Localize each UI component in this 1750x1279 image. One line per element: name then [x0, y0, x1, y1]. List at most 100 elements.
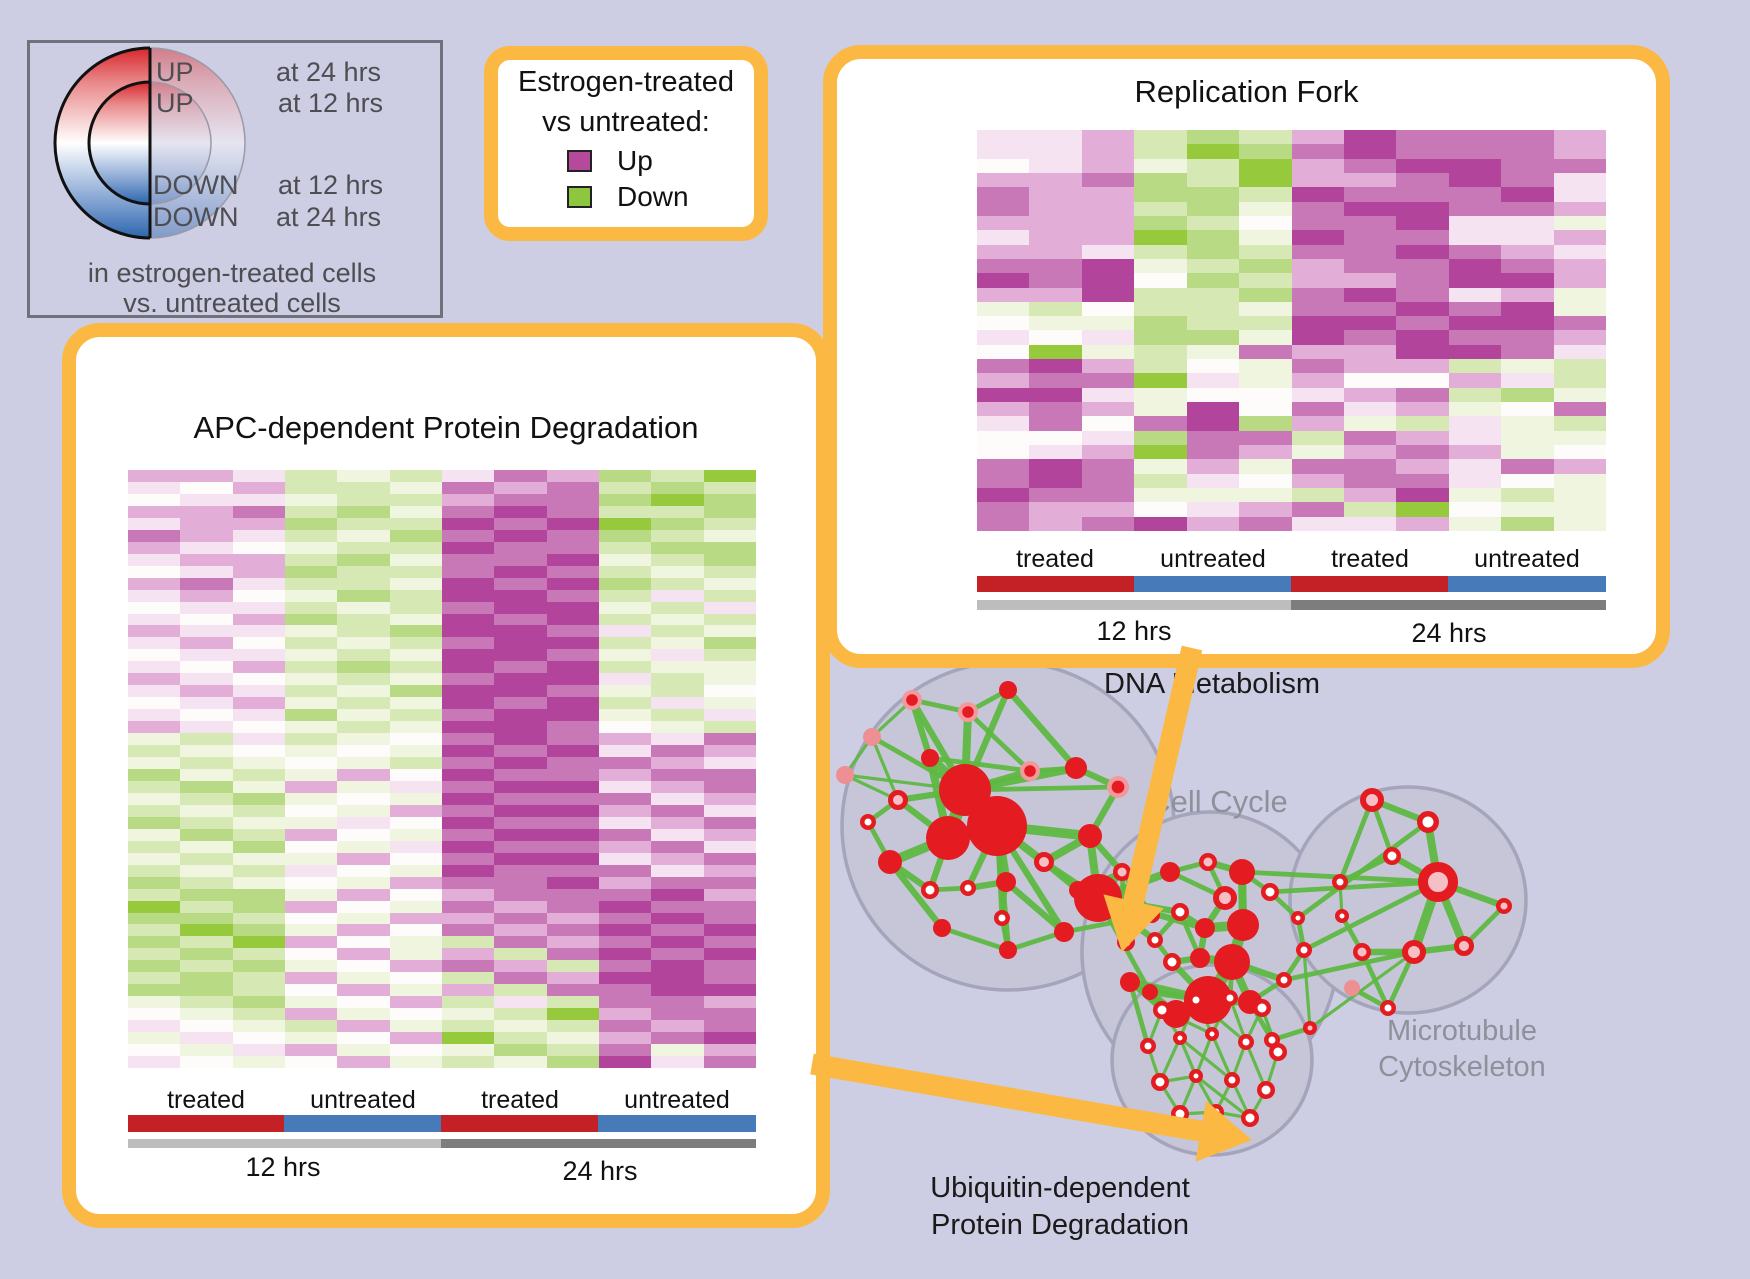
- heatmap-cell: [1029, 287, 1082, 302]
- heatmap-cell: [598, 912, 652, 925]
- heatmap-cell: [1186, 502, 1240, 517]
- heatmap-cell: [128, 804, 181, 817]
- network-node: [836, 766, 854, 784]
- heatmap-cell: [232, 828, 285, 841]
- heatmap-cell: [703, 1008, 756, 1021]
- heatmap-cell: [284, 900, 338, 913]
- heatmap-cell: [180, 828, 233, 841]
- heatmap-cell: [389, 1056, 442, 1068]
- heatmap-cell: [703, 876, 756, 889]
- heatmap-cell: [651, 876, 704, 889]
- heatmap-cell: [598, 852, 652, 865]
- heatmap-cell: [441, 864, 495, 877]
- heatmap-cell: [232, 613, 285, 626]
- network-node: [1227, 909, 1259, 941]
- network-node: [1214, 944, 1250, 980]
- heatmap-cell: [598, 697, 652, 710]
- heatmap-cell: [1553, 316, 1606, 331]
- heatmap-cell: [1239, 445, 1292, 460]
- legend-up-24-time: at 24 hrs: [276, 57, 382, 87]
- heatmap-cell: [337, 601, 390, 614]
- legend-down-24-dir: DOWN: [153, 202, 239, 232]
- heatmap-cell: [389, 876, 442, 889]
- heatmap-cell: [598, 769, 652, 781]
- heatmap-cell: [1186, 359, 1240, 374]
- heatmap-cell: [651, 996, 704, 1009]
- heatmap-cell: [546, 769, 599, 781]
- heatmap-cell: [1081, 301, 1135, 317]
- heatmap-cell: [494, 1044, 547, 1057]
- heatmap-cell: [180, 685, 233, 698]
- heatmap-cell: [284, 1044, 338, 1057]
- heatmap-cell: [284, 924, 338, 937]
- ubiquitin-label-line1: Ubiquitin-dependent: [930, 1172, 1190, 1204]
- network-edge: [1302, 948, 1312, 1030]
- network-node: [1261, 883, 1279, 901]
- heatmap-cell: [703, 601, 756, 614]
- heatmap-cell: [337, 804, 390, 817]
- heatmap-cell: [546, 972, 599, 985]
- heatmap-cell: [441, 1056, 495, 1068]
- heatmap-cell: [180, 661, 233, 674]
- heatmap-cell: [1343, 158, 1397, 173]
- heatmap-cell: [1501, 416, 1554, 431]
- heatmap-cell: [1081, 316, 1135, 331]
- heatmap-cell: [1396, 130, 1449, 145]
- heatmap-cell: [441, 936, 495, 949]
- heatmap-cell: [284, 1056, 338, 1068]
- heatmap-cell: [284, 960, 338, 973]
- heatmap-cell: [232, 852, 285, 865]
- network-node: [1229, 859, 1255, 885]
- heatmap-cell: [232, 565, 285, 578]
- heatmap-cell: [128, 948, 181, 961]
- heatmap-cell: [389, 912, 442, 925]
- heatmap-cell: [1134, 359, 1187, 374]
- heatmap-cell: [441, 565, 495, 578]
- heatmap-cell: [232, 972, 285, 985]
- heatmap-cell: [546, 541, 599, 554]
- heatmap-cell: [1396, 158, 1449, 173]
- heatmap-cell: [284, 697, 338, 710]
- heatmap-cell: [494, 577, 547, 590]
- heatmap-cell: [1291, 201, 1344, 216]
- heatmap-cell: [128, 493, 181, 506]
- apc-24hrs-label: 24 hrs: [562, 1156, 638, 1186]
- heatmap-cell: [546, 745, 599, 758]
- heatmap-cell: [977, 330, 1030, 345]
- heatmap-cell: [232, 924, 285, 937]
- heatmap-cell: [651, 517, 704, 530]
- heatmap-cell: [1291, 244, 1344, 259]
- heatmap-cell: [1501, 158, 1554, 173]
- heatmap-cell: [1029, 416, 1082, 431]
- heatmap-cell: [703, 984, 756, 997]
- heatmap-cell: [128, 685, 181, 698]
- heatmap-cell: [703, 517, 756, 530]
- heatmap-cell: [1291, 445, 1344, 460]
- legend-down-12-time: at 12 hrs: [278, 170, 384, 200]
- heatmap-cell: [284, 709, 338, 722]
- heatmap-cell: [337, 996, 390, 1009]
- heatmap-cell: [1186, 516, 1240, 531]
- heatmap-cell: [128, 745, 181, 758]
- heatmap-cell: [337, 792, 390, 805]
- heatmap-cell: [441, 661, 495, 674]
- heatmap-cell: [1291, 230, 1344, 245]
- heatmap-cell: [977, 287, 1030, 302]
- heatmap-cell: [546, 984, 599, 997]
- heatmap-cell: [337, 505, 390, 518]
- heatmap-cell: [703, 900, 756, 913]
- heatmap-cell: [1291, 187, 1344, 202]
- heatmap-cell: [441, 470, 495, 482]
- network-edge: [1281, 949, 1417, 983]
- heatmap-cell: [651, 900, 704, 913]
- network-node: [1222, 990, 1238, 1006]
- heatmap-cell: [337, 541, 390, 554]
- heatmap-cell: [441, 1044, 495, 1057]
- network-edge: [1127, 979, 1151, 1049]
- heatmap-cell: [180, 960, 233, 973]
- network-node: [1418, 862, 1458, 902]
- heatmap-cell: [232, 589, 285, 602]
- heatmap-cell: [703, 852, 756, 865]
- heatmap-cell: [1448, 373, 1502, 388]
- heatmap-cell: [598, 1032, 652, 1045]
